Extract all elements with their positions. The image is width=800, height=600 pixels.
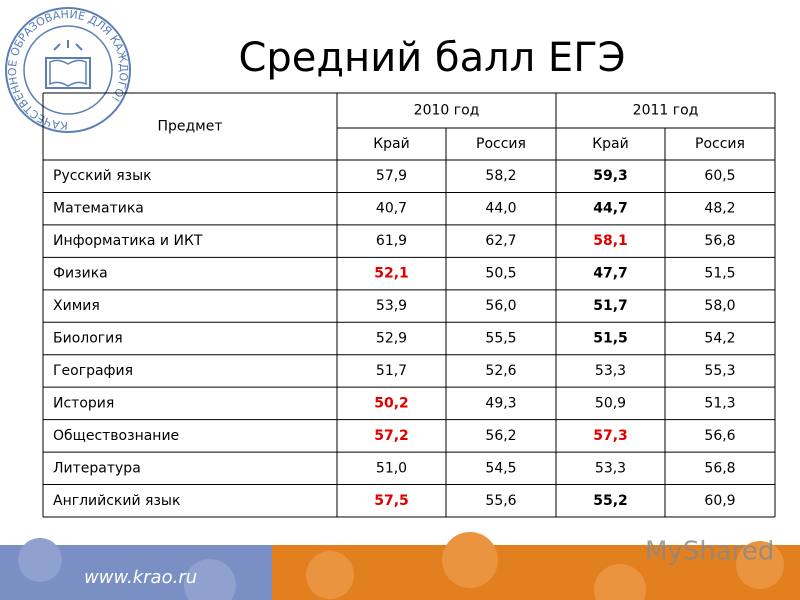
table-cell: 58,1 [593,233,628,249]
table-cell: 55,5 [485,331,516,347]
table-cell: 60,9 [704,493,735,509]
row-label: Биология [53,331,123,347]
table-cell: 56,0 [485,298,516,314]
table-cell: 44,0 [485,201,516,217]
table-cell: 56,8 [704,460,735,476]
table-cell: 48,2 [704,201,735,217]
logo: КАЧЕСТВЕННОЕ ОБРАЗОВАНИЕ ДЛЯ КАЖДОГО! [5,7,131,133]
table-cell: 61,9 [376,233,407,249]
row-label: Физика [53,266,108,282]
table-cell: 56,8 [704,233,735,249]
header-cell: Край [592,136,629,152]
row-label: Математика [53,201,144,217]
row-label: Русский язык [53,168,152,184]
header-cell: 2010 год [414,103,480,119]
watermark: MyShared [645,537,774,567]
table-cell: 52,6 [485,363,516,379]
title: Средний балл ЕГЭ [238,35,625,81]
table-cell: 57,9 [376,168,407,184]
row-label: Обществознание [53,428,179,444]
table-cell: 54,5 [485,460,516,476]
table-cell: 58,2 [485,168,516,184]
row-label: Информатика и ИКТ [53,233,203,249]
header-cell: 2011 год [633,103,699,119]
table-cell: 49,3 [485,395,516,411]
row-label: География [53,363,133,379]
table-cell: 53,3 [595,460,626,476]
table-cell: 58,0 [704,298,735,314]
row-label: Английский язык [53,493,180,509]
table-cell: 50,5 [485,266,516,282]
footer-url: www.krao.ru [84,567,197,588]
table-cell: 47,7 [593,266,628,282]
header-cell: Край [373,136,410,152]
table-cell: 44,7 [593,201,628,217]
header-cell: Предмет [157,119,222,135]
table-cell: 50,2 [374,395,409,411]
table-cell: 57,2 [374,428,409,444]
table-cell: 55,6 [485,493,516,509]
table-cell: 59,3 [593,168,628,184]
table-cell: 53,3 [595,363,626,379]
table-cell: 51,5 [704,266,735,282]
table-cell: 54,2 [704,331,735,347]
table-cell: 51,5 [593,331,628,347]
table-cell: 51,3 [704,395,735,411]
table-cell: 60,5 [704,168,735,184]
table-cell: 55,3 [704,363,735,379]
table-cell: 57,5 [374,493,409,509]
table-cell: 50,9 [595,395,626,411]
table-cell: 55,2 [593,493,628,509]
table-cell: 51,7 [376,363,407,379]
footer: www.krao.ru MyShared [0,532,800,600]
table-cell: 62,7 [485,233,516,249]
table-cell: 56,2 [485,428,516,444]
table-cell: 51,7 [593,298,628,314]
table-cell: 40,7 [376,201,407,217]
row-label: История [53,395,114,411]
table-cell: 52,1 [374,266,409,282]
header-cell: Россия [695,136,745,152]
table-cell: 56,6 [704,428,735,444]
table-cell: 51,0 [376,460,407,476]
table: Предмет 2010 год 2011 год Край Россия Край Рос… [42,92,776,518]
row-label: Литература [53,460,141,476]
row-label: Химия [53,298,100,314]
table-cell: 57,3 [593,428,628,444]
table-cell: 52,9 [376,331,407,347]
header-cell: Россия [476,136,526,152]
table-cell: 53,9 [376,298,407,314]
